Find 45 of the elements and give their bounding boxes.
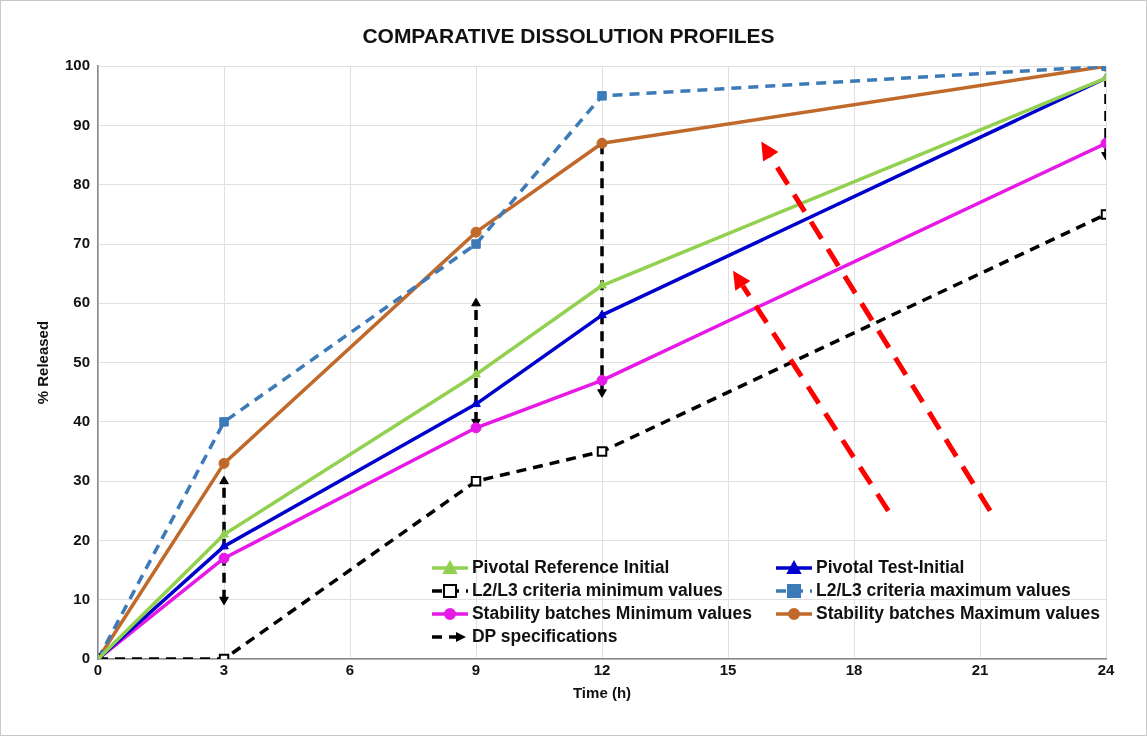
point bbox=[470, 226, 482, 238]
x-tick-label: 6 bbox=[345, 661, 355, 679]
y-tick-label: 40 bbox=[73, 412, 91, 430]
x-tick-label: 0 bbox=[93, 661, 103, 679]
point bbox=[470, 475, 482, 487]
y-tick-label: 10 bbox=[73, 589, 91, 607]
x-axis-title: Time (h) bbox=[572, 684, 632, 702]
x-tick-label: 18 bbox=[845, 661, 863, 679]
point bbox=[219, 417, 229, 427]
legend-label: Pivotal Test-Initial bbox=[816, 557, 965, 578]
point bbox=[597, 91, 607, 101]
point bbox=[218, 552, 230, 564]
y-tick-label: 30 bbox=[73, 471, 91, 489]
legend-label: Pivotal Reference Initial bbox=[471, 557, 670, 578]
x-tick-label: 12 bbox=[593, 661, 611, 679]
y-tick-label: 100 bbox=[65, 56, 91, 74]
point bbox=[471, 398, 481, 408]
legend-label: DP specifications bbox=[471, 626, 618, 647]
x-tick-label: 3 bbox=[219, 661, 229, 679]
y-tick-label: 0 bbox=[81, 649, 91, 667]
legend-label: L2/L3 criteria maximum values bbox=[816, 580, 1071, 601]
point bbox=[471, 239, 481, 249]
point bbox=[596, 374, 608, 386]
point bbox=[471, 368, 481, 378]
legend-label: Stability batches Minimum values bbox=[471, 603, 752, 624]
y-tick-label: 20 bbox=[73, 530, 91, 548]
y-tick-label: 90 bbox=[73, 115, 91, 133]
x-tick-label: 21 bbox=[971, 661, 989, 679]
legend-label: Stability batches Maximum values bbox=[816, 603, 1100, 624]
point bbox=[597, 309, 607, 319]
y-axis-title: % Released bbox=[34, 320, 52, 405]
point bbox=[218, 457, 230, 469]
y-tick-label: 70 bbox=[73, 234, 91, 252]
point bbox=[596, 446, 608, 457]
x-tick-label: 24 bbox=[1097, 661, 1115, 679]
point bbox=[597, 280, 607, 289]
y-tick-label: 60 bbox=[73, 293, 91, 311]
point bbox=[219, 529, 229, 538]
y-tick-label: 50 bbox=[73, 352, 91, 370]
x-tick-label: 15 bbox=[719, 661, 737, 679]
x-tick-label: 9 bbox=[471, 661, 481, 679]
y-tick-label: 80 bbox=[73, 174, 91, 192]
chart-title: COMPARATIVE DISSOLUTION PROFILES bbox=[362, 24, 775, 48]
legend-label: L2/L3 criteria minimum values bbox=[471, 580, 723, 601]
point bbox=[219, 540, 229, 550]
